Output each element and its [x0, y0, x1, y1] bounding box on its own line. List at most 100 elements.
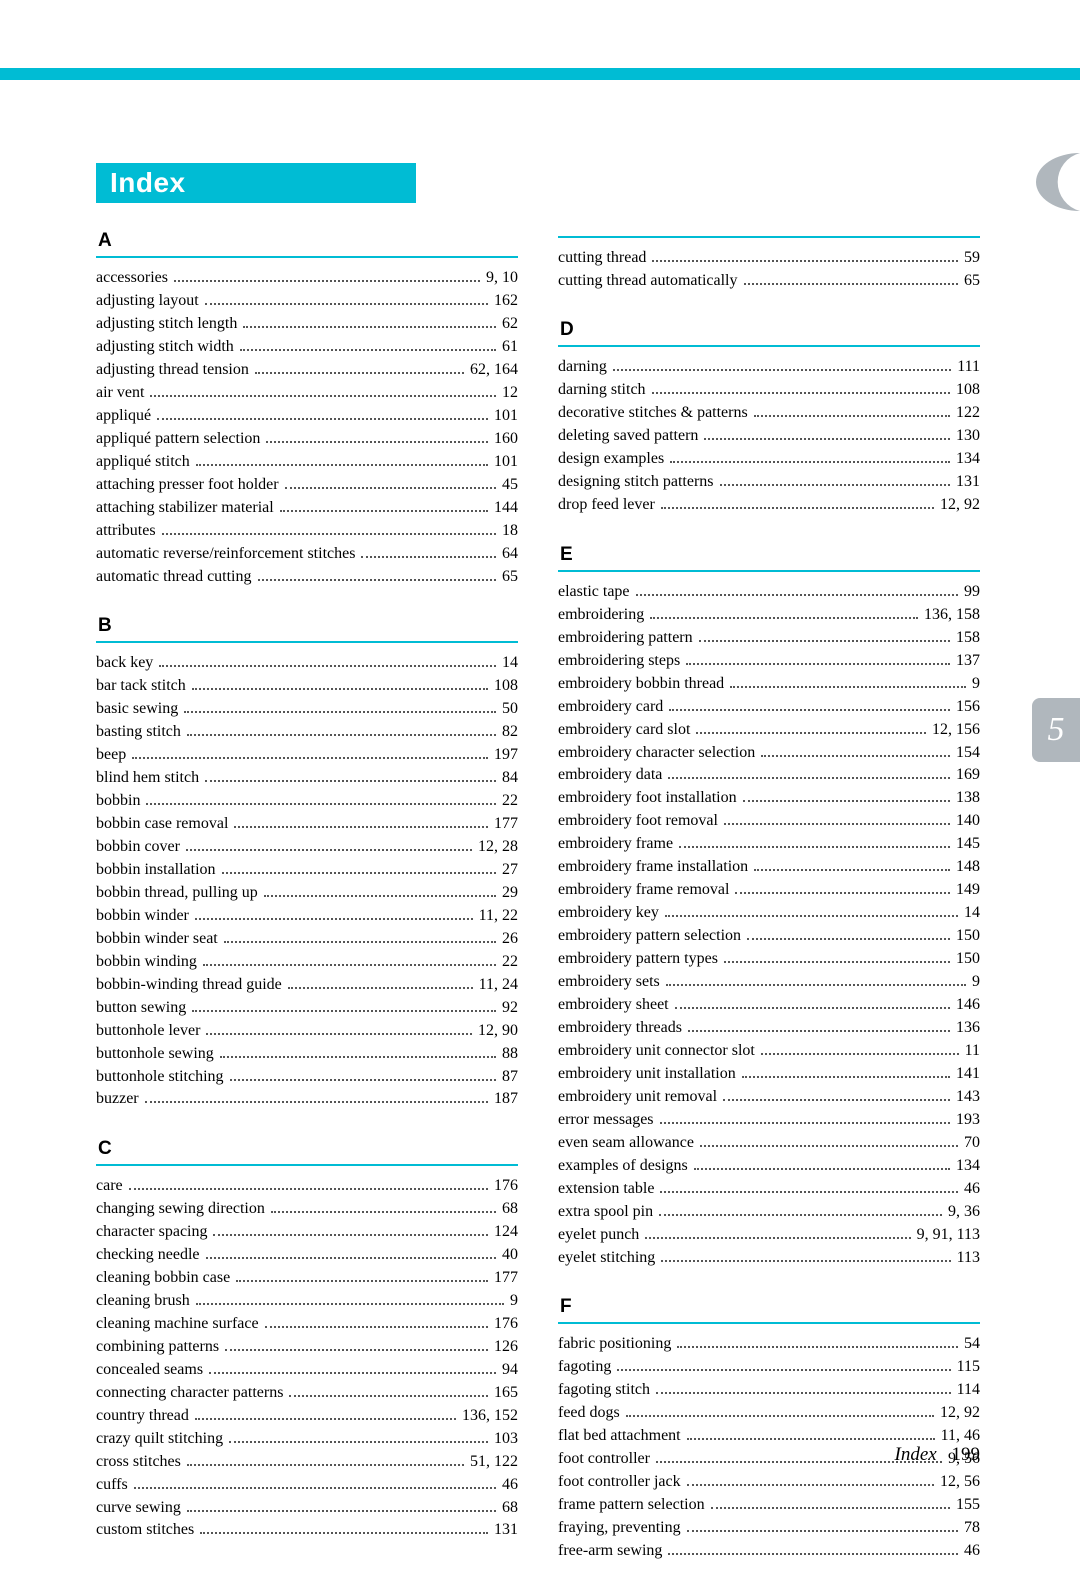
leader-dots	[761, 755, 950, 757]
index-entry: bobbin winder seat26	[96, 929, 518, 949]
index-entry: embroidering steps137	[558, 651, 980, 671]
index-term: adjusting stitch length	[96, 314, 241, 334]
leader-dots	[659, 1214, 942, 1216]
index-pages: 101	[490, 452, 518, 472]
index-entry: embroidery frame145	[558, 834, 980, 854]
index-entry: checking needle40	[96, 1245, 518, 1265]
index-entry: decorative stitches & patterns122	[558, 403, 980, 423]
title-bar: Index	[96, 163, 416, 203]
index-term: beep	[96, 745, 130, 765]
index-term: fabric positioning	[558, 1334, 675, 1354]
index-pages: 134	[952, 1156, 980, 1176]
index-term: error messages	[558, 1110, 658, 1130]
index-pages: 149	[952, 880, 980, 900]
index-term: eyelet punch	[558, 1225, 643, 1245]
index-term: embroidery card	[558, 697, 667, 717]
index-entry: error messages193	[558, 1110, 980, 1130]
leader-dots	[645, 1237, 910, 1239]
section-rule	[96, 1164, 518, 1166]
index-entry: attaching stabilizer material144	[96, 498, 518, 518]
index-pages: 124	[490, 1222, 518, 1242]
leader-dots	[243, 326, 496, 328]
index-pages: 26	[498, 929, 518, 949]
leader-dots	[192, 688, 488, 690]
index-entry: feed dogs12, 92	[558, 1403, 980, 1423]
index-entry: appliqué stitch101	[96, 452, 518, 472]
index-section: Ccare176changing sewing direction68chara…	[96, 1138, 518, 1541]
leader-dots	[761, 1053, 959, 1055]
leader-dots	[196, 1303, 504, 1305]
index-term: cutting thread	[558, 248, 650, 268]
index-pages: 148	[952, 857, 980, 877]
index-pages: 176	[490, 1176, 518, 1196]
index-entry: bobbin winder11, 22	[96, 906, 518, 926]
section-rule	[96, 641, 518, 643]
index-entry: cleaning brush9	[96, 1291, 518, 1311]
index-term: embroidery unit installation	[558, 1064, 740, 1084]
index-section: Eelastic tape99embroidering136, 158embro…	[558, 544, 980, 1269]
index-entry: drop feed lever12, 92	[558, 495, 980, 515]
index-term: care	[96, 1176, 127, 1196]
index-pages: 158	[952, 628, 980, 648]
corner-crescent-icon	[1016, 153, 1080, 211]
index-term: blind hem stitch	[96, 768, 203, 788]
index-entry: adjusting stitch length 62	[96, 314, 518, 334]
index-term: bobbin	[96, 791, 144, 811]
index-pages: 130	[952, 426, 980, 446]
leader-dots	[265, 1326, 488, 1328]
index-term: even seam allowance	[558, 1133, 698, 1153]
leader-dots	[696, 732, 926, 734]
leader-dots	[687, 1530, 958, 1532]
index-term: button sewing	[96, 998, 190, 1018]
index-entry: bar tack stitch108	[96, 676, 518, 696]
leader-dots	[225, 1349, 488, 1351]
index-entry: embroidery card slot12, 156	[558, 720, 980, 740]
index-pages: 126	[490, 1337, 518, 1357]
index-entry: bobbin cover12, 28	[96, 837, 518, 857]
index-term: fraying, preventing	[558, 1518, 685, 1538]
leader-dots	[150, 395, 496, 397]
index-term: embroidery frame installation	[558, 857, 752, 877]
index-entry: appliqué pattern selection160	[96, 429, 518, 449]
index-entry: embroidery foot installation138	[558, 788, 980, 808]
leader-dots	[205, 303, 488, 305]
index-entry: attaching presser foot holder45	[96, 475, 518, 495]
leader-dots	[195, 918, 473, 920]
leader-dots	[694, 1168, 950, 1170]
leader-dots	[669, 709, 950, 711]
index-term: automatic reverse/reinforcement stitches	[96, 544, 359, 564]
leader-dots	[209, 1372, 496, 1374]
index-term: bobbin winder	[96, 906, 193, 926]
index-pages: 11, 24	[475, 975, 518, 995]
leader-dots	[280, 510, 488, 512]
index-term: checking needle	[96, 1245, 204, 1265]
index-entry: cutting thread automatically65	[558, 271, 980, 291]
index-entry: embroidery sets9	[558, 972, 980, 992]
index-pages: 177	[490, 814, 518, 834]
index-entry: beep197	[96, 745, 518, 765]
leader-dots	[700, 1145, 958, 1147]
index-pages: 62	[498, 314, 518, 334]
leader-dots	[670, 461, 950, 463]
index-pages: 9	[506, 1291, 518, 1311]
index-pages: 82	[498, 722, 518, 742]
index-term: attaching presser foot holder	[96, 475, 283, 495]
index-term: feed dogs	[558, 1403, 624, 1423]
index-term: decorative stitches & patterns	[558, 403, 752, 423]
index-pages: 12, 56	[936, 1472, 980, 1492]
index-entry: cross stitches51, 122	[96, 1452, 518, 1472]
index-entry: eyelet stitching113	[558, 1248, 980, 1268]
index-entry: designing stitch patterns131	[558, 472, 980, 492]
index-section: Aaccessories9, 10adjusting layout162adju…	[96, 230, 518, 587]
footer-page-number: 199	[952, 1444, 981, 1465]
index-entry: cleaning bobbin case177	[96, 1268, 518, 1288]
index-pages: 46	[960, 1541, 980, 1561]
leader-dots	[159, 665, 496, 667]
leader-dots	[661, 1260, 950, 1262]
leader-dots	[230, 1079, 496, 1081]
index-pages: 64	[498, 544, 518, 564]
index-term: embroidery threads	[558, 1018, 686, 1038]
index-entry: automatic thread cutting65	[96, 567, 518, 587]
index-pages: 137	[952, 651, 980, 671]
leader-dots	[192, 1010, 496, 1012]
